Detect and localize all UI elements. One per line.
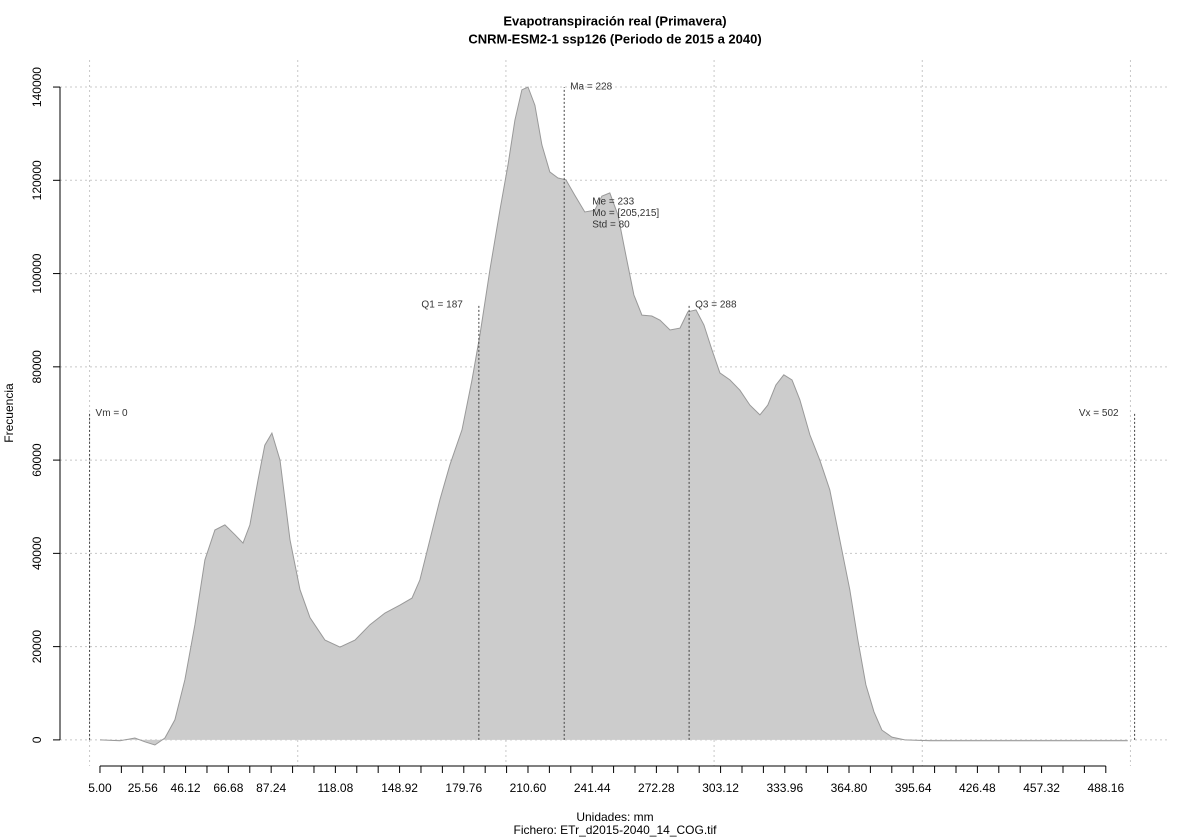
y-tick-label: 140000	[30, 67, 44, 107]
x-tick-label: 426.48	[959, 781, 996, 795]
x-tick-label: 303.12	[702, 781, 739, 795]
y-tick-label: 100000	[30, 253, 44, 293]
chart-subtitle: CNRM-ESM2-1 ssp126 (Periodo de 2015 a 20…	[468, 31, 761, 46]
y-tick-label: 0	[30, 736, 44, 743]
x-tick-label: 210.60	[510, 781, 547, 795]
density-line	[99, 86, 1128, 746]
marker-label: Vx = 502	[1079, 408, 1119, 419]
x-tick-label: 5.00	[88, 781, 112, 795]
marker-label: Ma = 228	[570, 82, 612, 93]
x-axis-label: Unidades: mm	[576, 810, 653, 824]
marker-label: Q3 = 288	[695, 299, 737, 310]
x-tick-label: 364.80	[831, 781, 868, 795]
x-tick-label: 148.92	[381, 781, 418, 795]
y-tick-label: 80000	[30, 350, 44, 384]
x-tick-label: 25.56	[128, 781, 158, 795]
density-area	[100, 87, 1128, 745]
stat-label: Std = 80	[592, 220, 630, 231]
x-tick-label: 46.12	[171, 781, 201, 795]
marker-label: Vm = 0	[96, 408, 128, 419]
x-tick-label: 118.08	[317, 781, 353, 795]
x-tick-label: 241.44	[574, 781, 611, 795]
caption: Fichero: ETr_d2015-2040_14_COG.tif	[514, 823, 718, 837]
x-tick-label: 395.64	[895, 781, 932, 795]
y-tick-label: 60000	[30, 443, 44, 477]
x-tick-label: 488.16	[1087, 781, 1124, 795]
y-axis-label: Frecuencia	[2, 383, 16, 443]
y-tick-label: 40000	[30, 536, 44, 570]
stat-label: Mo = [205,215]	[592, 208, 659, 219]
x-tick-label: 66.68	[213, 781, 243, 795]
x-tick-label: 272.28	[638, 781, 675, 795]
chart-title: Evapotranspiración real (Primavera)	[503, 13, 726, 28]
x-tick-label: 87.24	[256, 781, 286, 795]
marker-label: Q1 = 187	[421, 299, 463, 310]
y-tick-label: 120000	[30, 160, 44, 200]
x-tick-label: 333.96	[766, 781, 803, 795]
stat-label: Me = 233	[592, 197, 634, 208]
y-tick-label: 20000	[30, 630, 44, 664]
x-tick-label: 457.32	[1023, 781, 1060, 795]
x-tick-label: 179.76	[445, 781, 482, 795]
